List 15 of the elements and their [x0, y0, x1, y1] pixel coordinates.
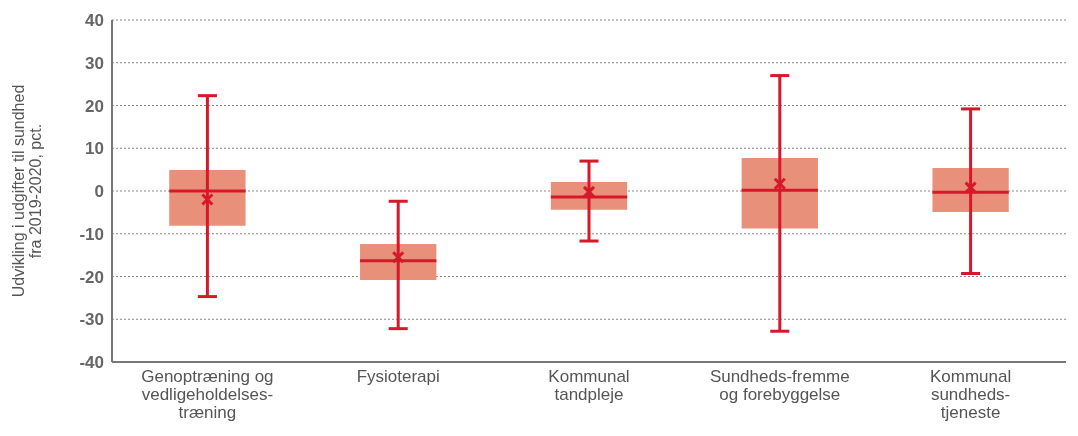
- y-tick-label: 40: [85, 11, 104, 31]
- y-tick-label: -10: [79, 224, 104, 244]
- y-tick-label: 0: [94, 182, 104, 202]
- y-tick-label: -20: [79, 267, 104, 287]
- x-tick-label: Sundheds-fremme og forebyggelse: [709, 367, 850, 404]
- x-tick-label: Genoptræning og vedligeholdelses-træning: [141, 367, 274, 422]
- y-axis-title: Udvikling i udgifter til sundhed fra 2019-2020, pct.: [10, 84, 44, 298]
- y-tick-label: 10: [85, 139, 104, 159]
- x-tick-label: Fysioterapi: [356, 367, 440, 386]
- y-tick-label: -40: [79, 353, 104, 373]
- y-tick-label: 30: [85, 53, 104, 73]
- x-tick-label: Kommunal sundheds-tjeneste: [929, 367, 1012, 422]
- x-tick-label: Kommunal tandpleje: [548, 367, 630, 404]
- y-tick-label: -30: [79, 310, 104, 330]
- y-tick-label: 20: [85, 96, 104, 116]
